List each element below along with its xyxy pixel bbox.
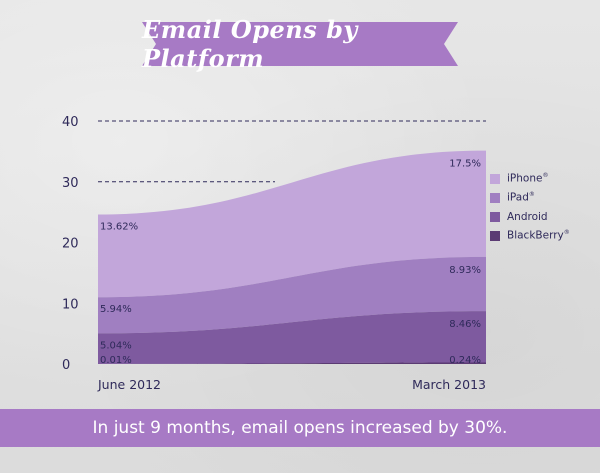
legend-swatch-iphone bbox=[490, 173, 500, 184]
legend-label-iphone: iPhone® bbox=[507, 172, 549, 185]
legend-item-iphone: iPhone® bbox=[490, 169, 600, 188]
title-ribbon bbox=[142, 22, 458, 66]
y-tick-label: 40 bbox=[62, 115, 79, 130]
data-label-blackberry-end: 0.24% bbox=[449, 355, 481, 366]
y-tick-label: 0 bbox=[62, 358, 70, 373]
legend-label-ipad: iPad® bbox=[507, 191, 535, 204]
data-label-ipad-end: 8.93% bbox=[449, 265, 481, 276]
legend-item-blackberry: BlackBerry® bbox=[490, 226, 600, 245]
data-label-iphone-start: 13.62% bbox=[100, 221, 138, 232]
footer-caption: In just 9 months, email opens increased … bbox=[0, 409, 600, 447]
area-blackberry bbox=[98, 362, 486, 364]
title-banner: Email Opens by Platform bbox=[142, 15, 458, 73]
data-label-android-start: 5.04% bbox=[100, 340, 132, 351]
x-tick-label-start: June 2012 bbox=[97, 377, 161, 392]
data-label-android-end: 8.46% bbox=[449, 319, 481, 330]
legend: iPhone® iPad® Android BlackBerry® bbox=[490, 169, 600, 245]
data-label-iphone-end: 17.5% bbox=[449, 159, 481, 170]
x-tick-label-end: March 2013 bbox=[412, 377, 486, 392]
area-android bbox=[98, 311, 486, 364]
legend-item-ipad: iPad® bbox=[490, 188, 600, 207]
area-iphone bbox=[98, 150, 486, 298]
data-label-ipad-start: 5.94% bbox=[100, 304, 132, 315]
y-tick-label: 20 bbox=[62, 237, 79, 252]
data-label-blackberry-start: 0.01% bbox=[100, 355, 132, 366]
legend-label-blackberry: BlackBerry® bbox=[507, 229, 570, 242]
chart-title: Email Opens by Platform bbox=[142, 15, 358, 73]
legend-swatch-android bbox=[490, 211, 500, 222]
legend-swatch-blackberry bbox=[490, 230, 500, 241]
area-ipad bbox=[98, 256, 486, 334]
legend-label-android: Android bbox=[507, 210, 548, 223]
legend-item-android: Android bbox=[490, 207, 600, 226]
y-tick-label: 10 bbox=[62, 297, 79, 312]
legend-swatch-ipad bbox=[490, 192, 500, 203]
y-tick-label: 30 bbox=[62, 176, 79, 191]
